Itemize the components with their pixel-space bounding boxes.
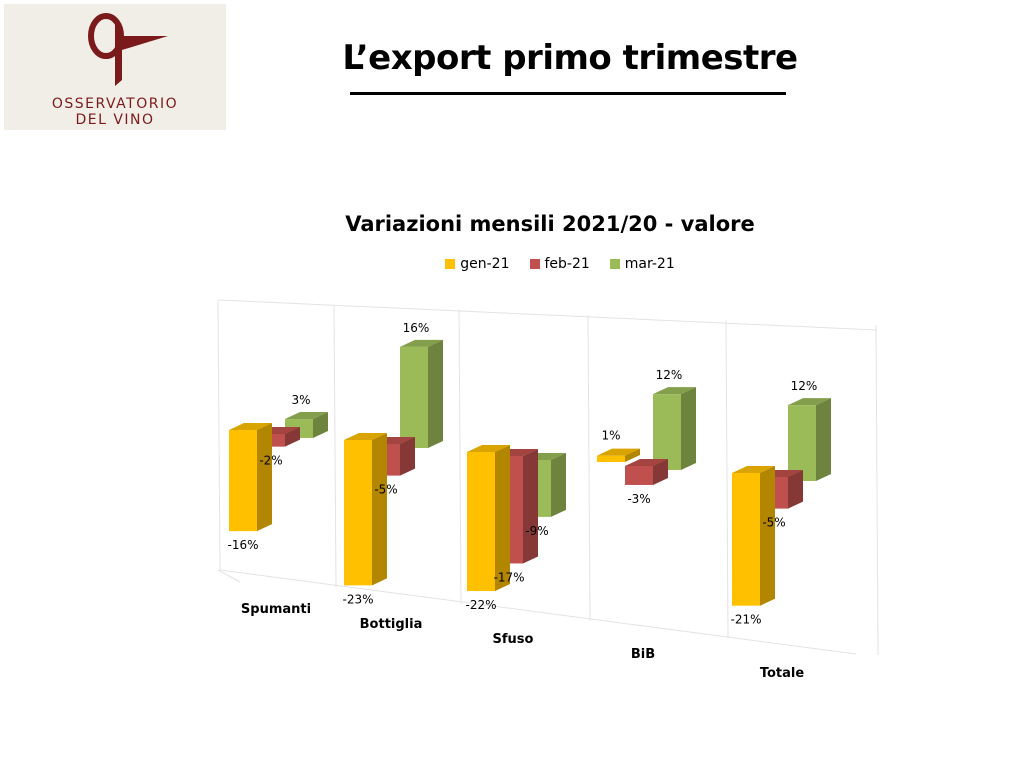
- bar-side: [257, 423, 272, 532]
- wall-divider: [217, 299, 221, 571]
- bar-gen-21-bib: [597, 448, 640, 462]
- bar-side: [816, 398, 831, 481]
- data-label-mar-21-spumanti: 3%: [291, 393, 310, 407]
- wall-divider: [458, 309, 462, 605]
- data-label-mar-21-bib: 12%: [656, 368, 683, 382]
- category-label-bottiglia: Bottiglia: [360, 617, 423, 632]
- bar-side: [495, 445, 510, 592]
- bar-front: [653, 394, 681, 470]
- bar-side: [428, 339, 443, 448]
- data-label-feb-21-bottiglia: -5%: [374, 483, 397, 497]
- bar-gen-21-spumanti: [229, 423, 272, 532]
- bar-side: [313, 412, 328, 438]
- bar-front: [788, 405, 816, 481]
- bar-top: [467, 445, 510, 452]
- bar-mar-21-totale: [788, 398, 831, 481]
- bar-side: [400, 437, 415, 476]
- bar-top: [400, 339, 443, 347]
- legend-item-feb: feb-21: [529, 256, 590, 272]
- bar-top: [788, 398, 831, 406]
- bar-side: [625, 448, 640, 462]
- wall-divider: [875, 324, 879, 656]
- bar-front: [344, 440, 372, 586]
- bars: [229, 339, 831, 606]
- legend-swatch-mar: [609, 259, 620, 269]
- data-label-feb-21-totale: -5%: [762, 516, 785, 530]
- legend-label-mar: mar-21: [624, 256, 675, 272]
- data-label-mar-21-sfuso: -9%: [525, 524, 548, 538]
- bar-front: [732, 473, 760, 606]
- wall-top-edge: [217, 299, 877, 331]
- bar-gen-21-totale: [732, 466, 775, 606]
- chart-legend: gen-21 feb-21 mar-21: [400, 256, 720, 272]
- logo: OSSERVATORIO DEL VINO: [4, 4, 226, 130]
- bar-gen-21-sfuso: [467, 445, 510, 592]
- wall-divider: [725, 319, 729, 639]
- bar-side: [681, 387, 696, 470]
- bar-feb-21-bib: [625, 459, 668, 485]
- bar-top: [285, 412, 328, 420]
- bar-gen-21-bottiglia: [344, 433, 387, 586]
- category-label-spumanti: Spumanti: [241, 602, 311, 617]
- category-label-bib: BiB: [631, 647, 655, 662]
- data-label-feb-21-bib: -3%: [627, 492, 650, 506]
- bar-top: [732, 466, 775, 473]
- chart-title: Variazioni mensili 2021/20 - valore: [345, 212, 755, 236]
- bar-side: [788, 470, 803, 509]
- bar-side: [551, 453, 566, 517]
- legend-item-mar: mar-21: [609, 256, 675, 272]
- data-label-mar-21-totale: 12%: [791, 379, 818, 393]
- bar-mar-21-bib: [653, 387, 696, 470]
- slide-title: L’export primo trimestre: [342, 38, 798, 78]
- data-label-mar-21-bottiglia: 16%: [403, 321, 430, 335]
- bar-top: [625, 459, 668, 466]
- floor-edge-left: [217, 569, 241, 583]
- bar-front: [229, 430, 257, 532]
- bar-front: [400, 346, 428, 448]
- category-label-sfuso: Sfuso: [493, 632, 534, 647]
- bar-side: [372, 433, 387, 586]
- legend-swatch-feb: [529, 259, 540, 269]
- data-label-gen-21-spumanti: -16%: [227, 538, 258, 552]
- bar-mar-21-bottiglia: [400, 339, 443, 448]
- data-label-gen-21-sfuso: -22%: [465, 598, 496, 612]
- bar-side: [653, 459, 668, 485]
- data-labels: 3% -2% -16% 16% -5% -23% -9% -17% -22% 12% -3% 1% 12…: [227, 321, 817, 627]
- logo-mark-icon: [88, 13, 168, 86]
- bar-top: [344, 433, 387, 440]
- category-label-totale: Totale: [760, 666, 805, 681]
- bar-side: [285, 427, 300, 447]
- wall-divider: [587, 314, 591, 622]
- legend-label-gen: gen-21: [460, 256, 510, 272]
- data-label-gen-21-totale: -21%: [730, 613, 761, 627]
- data-label-gen-21-bottiglia: -23%: [342, 592, 373, 606]
- bar-front: [467, 452, 495, 592]
- wall-divider: [333, 304, 337, 588]
- legend-item-gen: gen-21: [445, 256, 510, 272]
- title-underline: [350, 92, 786, 95]
- data-label-gen-21-bib: 1%: [601, 429, 620, 443]
- bar-top: [597, 448, 640, 456]
- logo-text-line2: DEL VINO: [75, 112, 155, 128]
- category-labels: Spumanti Bottiglia Sfuso BiB Totale: [241, 602, 804, 681]
- bar-side: [760, 466, 775, 606]
- floor-edge: [219, 569, 857, 655]
- logo-text-line1: OSSERVATORIO: [51, 96, 179, 112]
- bar-side: [523, 449, 538, 564]
- bar-top: [229, 423, 272, 430]
- data-label-feb-21-sfuso: -17%: [493, 570, 524, 584]
- bar-front: [625, 466, 653, 485]
- bar-front: [597, 455, 625, 462]
- legend-swatch-gen: [445, 259, 456, 269]
- legend-label-feb: feb-21: [544, 256, 590, 272]
- chart-walls: [217, 299, 879, 656]
- bar-top: [653, 387, 696, 395]
- data-label-feb-21-spumanti: -2%: [259, 454, 282, 468]
